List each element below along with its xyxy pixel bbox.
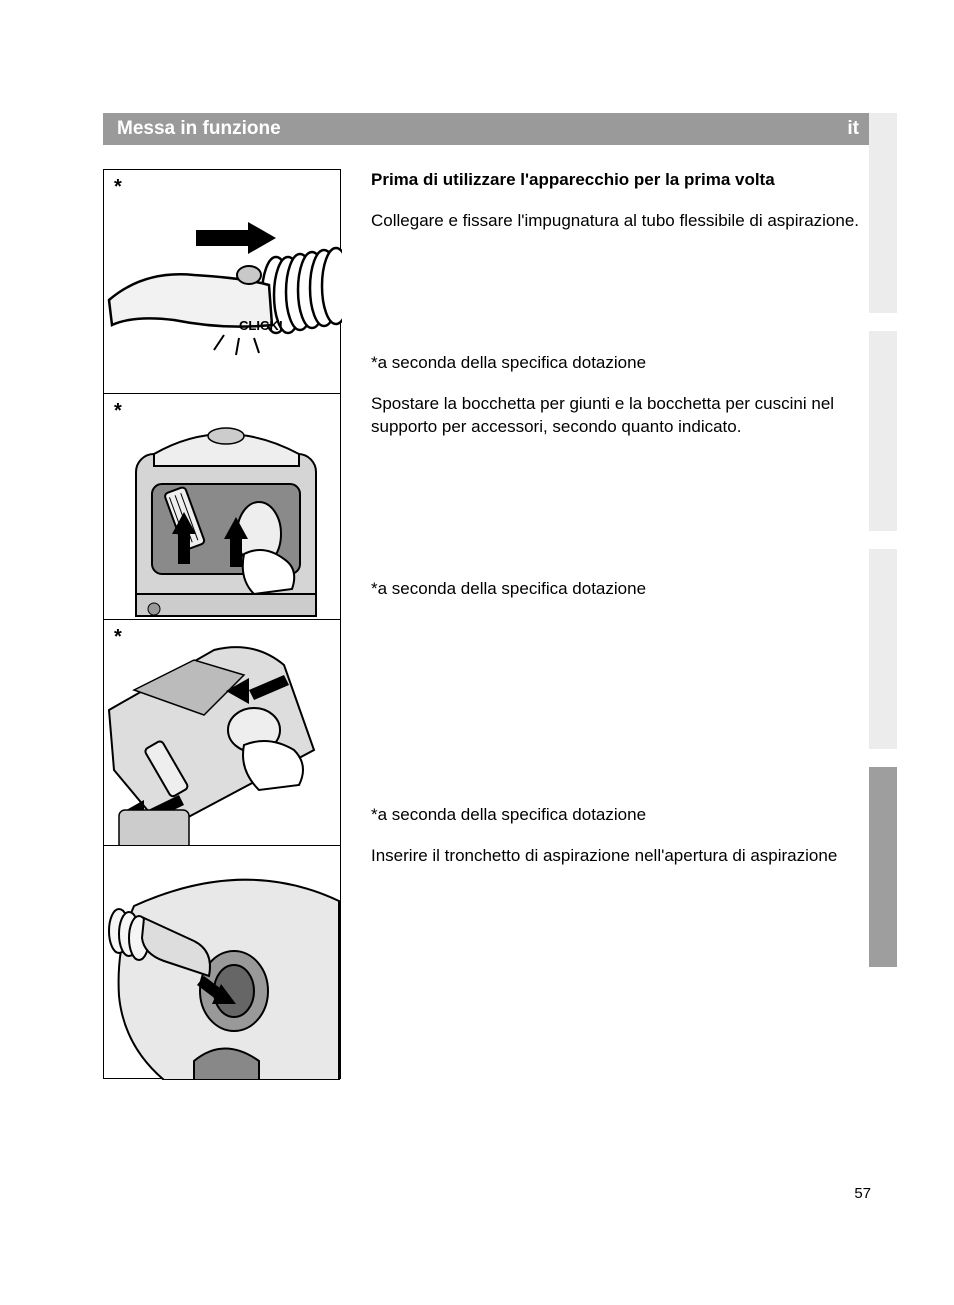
asterisk-marker: * xyxy=(114,176,122,199)
side-tab-3 xyxy=(869,549,897,749)
illustration-accessory-side: * xyxy=(103,619,341,853)
asterisk-marker: * xyxy=(114,400,122,423)
header-language: it xyxy=(847,118,859,140)
side-tab-1 xyxy=(869,113,897,313)
asterisk-marker: * xyxy=(114,626,122,649)
section-1-body: Collegare e fissare l'impugnatura al tub… xyxy=(371,210,873,233)
diagram-hose-handle: CLICK! xyxy=(104,170,342,402)
section-2-body: Spostare la bocchetta per giunti e la bo… xyxy=(371,393,873,439)
diagram-hose-insert xyxy=(104,846,342,1080)
section-4-text: Inserire il tronchetto di aspirazione ne… xyxy=(371,845,873,1079)
side-tab-4-active xyxy=(869,767,897,967)
side-tab-2 xyxy=(869,331,897,531)
illustration-handle-click: * CLICK! xyxy=(103,169,341,401)
illustration-suction-socket xyxy=(103,845,341,1079)
diagram-vacuum-side-accessories xyxy=(104,620,342,854)
header-title: Messa in funzione xyxy=(117,118,281,140)
page-content: Messa in funzione it * xyxy=(103,113,873,1079)
section-1-heading: Prima di utilizzare l'apparecchio per la… xyxy=(371,169,873,192)
section-header: Messa in funzione it xyxy=(103,113,873,145)
click-label: CLICK! xyxy=(239,318,283,333)
section-4: Inserire il tronchetto di aspirazione ne… xyxy=(103,845,873,1079)
page-number: 57 xyxy=(854,1185,871,1202)
diagram-vacuum-accessories xyxy=(104,394,342,628)
illustration-accessory-holder: * xyxy=(103,393,341,627)
section-4-body: Inserire il tronchetto di aspirazione ne… xyxy=(371,845,873,868)
